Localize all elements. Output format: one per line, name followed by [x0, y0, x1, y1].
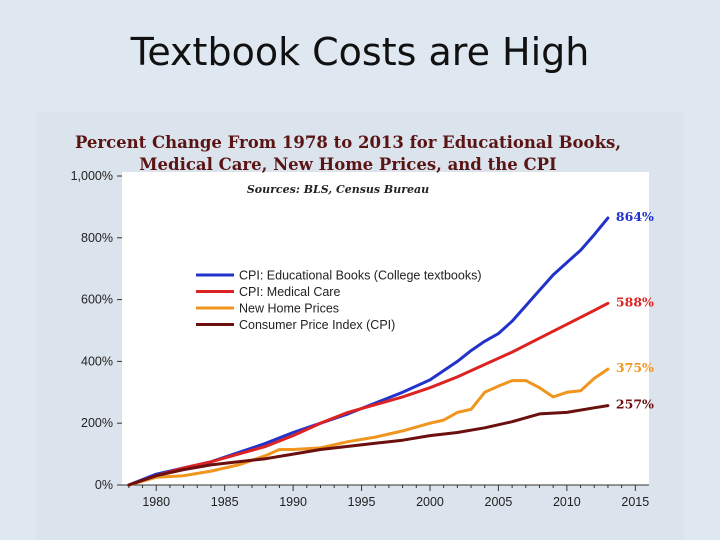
slide-title: Textbook Costs are High	[130, 30, 590, 74]
y-tick-label: 0%	[95, 478, 113, 492]
chart-subtitle: Sources: BLS, Census Bureau	[247, 183, 429, 196]
series-line	[127, 404, 610, 487]
chart-panel: Percent Change From 1978 to 2013 for Edu…	[36, 112, 684, 540]
series-end-label: 588%	[616, 294, 654, 309]
line-chart: Percent Change From 1978 to 2013 for Edu…	[71, 133, 654, 509]
x-tick-label: 1995	[348, 495, 376, 509]
series-end-label: 864%	[616, 209, 654, 224]
x-tick-label: 2000	[416, 495, 444, 509]
chart-title-line: Medical Care, New Home Prices, and the C…	[139, 155, 556, 174]
x-tick-label: 2005	[485, 495, 513, 509]
chart-title-line: Percent Change From 1978 to 2013 for Edu…	[75, 133, 621, 152]
y-tick-label: 1,000%	[71, 169, 113, 183]
x-tick-label: 1990	[279, 495, 307, 509]
legend-label: CPI: Medical Care	[239, 285, 340, 299]
y-tick-label: 800%	[81, 231, 113, 245]
series-end-label: 375%	[616, 360, 654, 375]
legend-label: New Home Prices	[239, 302, 339, 316]
series-end-label: 257%	[616, 397, 654, 412]
y-tick-label: 600%	[81, 293, 113, 307]
legend-label: Consumer Price Index (CPI)	[239, 318, 395, 332]
y-tick-label: 400%	[81, 354, 113, 368]
x-tick-label: 1980	[142, 495, 170, 509]
x-tick-label: 2015	[621, 495, 649, 509]
series-line	[127, 301, 610, 487]
x-tick-label: 2010	[553, 495, 581, 509]
y-tick-label: 200%	[81, 416, 113, 430]
series-line	[127, 367, 610, 487]
legend-label: CPI: Educational Books (College textbook…	[239, 269, 482, 283]
x-tick-label: 1985	[211, 495, 239, 509]
